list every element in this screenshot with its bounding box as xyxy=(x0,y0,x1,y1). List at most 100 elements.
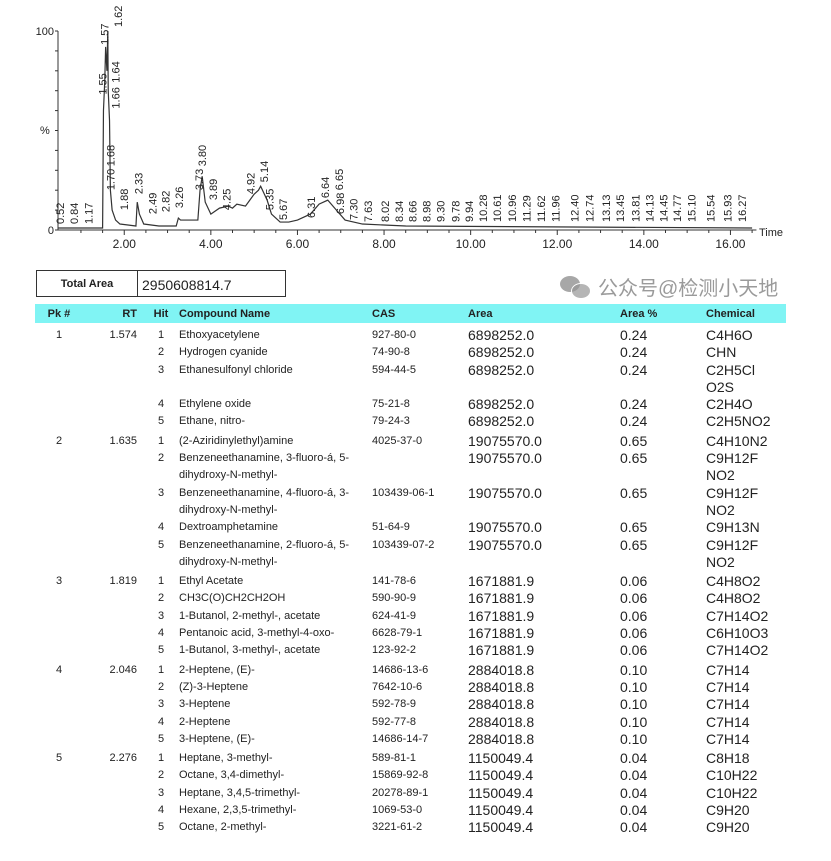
table-row: 4 Hexane, 2,3,5-trimethyl- 1069-53-0 115004… xyxy=(35,802,786,819)
x-tick-label: 12.00 xyxy=(542,237,572,251)
cell-pct: 0.06 xyxy=(620,642,648,659)
cell-area: 2884018.8 xyxy=(468,661,535,678)
x-tick-label: 8.00 xyxy=(372,237,396,251)
table-row: 3 Ethanesulfonyl chloride 594-44-5 6898252.… xyxy=(35,362,786,397)
peak-label: 4.92 xyxy=(246,173,258,194)
cell-formula: C4H6O xyxy=(706,327,753,343)
peak-label: 11.29 xyxy=(522,195,534,222)
cell-cas: 75-21-8 xyxy=(372,398,410,411)
peak-label: 13.81 xyxy=(631,194,643,222)
peak-label: 10.28 xyxy=(478,194,490,222)
peak-label: 11.62 xyxy=(536,195,548,222)
table-row: 5 Octane, 2-methyl- 3221-61-2 1150049.4 0.04… xyxy=(35,819,786,836)
cell-pct: 0.06 xyxy=(620,573,648,590)
cell-formula: C7H14O2 xyxy=(706,642,769,659)
table-row: 4 2.046 1 2-Heptene, (E)- 14686-13-6 2884018.… xyxy=(35,660,786,679)
cell-cas: 589-81-1 xyxy=(372,752,417,765)
cell-hit: 2 xyxy=(157,452,165,465)
cell-area: 1150049.4 xyxy=(468,767,534,784)
cell-pct: 0.24 xyxy=(620,413,648,430)
cell-formula: C2H4O xyxy=(706,396,753,413)
peak-label: 5.35 xyxy=(264,189,276,210)
cell-area: 2884018.8 xyxy=(468,678,535,695)
peak-label: 6.31 xyxy=(306,197,318,218)
cell-name: (2-Aziridinylethyl)amine xyxy=(179,434,294,447)
cell-hit: 5 xyxy=(157,821,165,834)
cell-cas: 4025-37-0 xyxy=(372,434,423,447)
cell-name: Benzeneethanamine, 4-fluoro-á, 3-dihydro… xyxy=(179,486,349,516)
cell-formula: C4H10N2 xyxy=(706,432,768,449)
cell-area: 1671881.9 xyxy=(468,573,535,590)
cell-cas: 74-90-8 xyxy=(372,346,410,359)
cell-cas: 15869-92-8 xyxy=(372,769,429,782)
cell-pk xyxy=(35,819,83,836)
cell-hit: 1 xyxy=(157,434,165,447)
column-header: Hit xyxy=(143,304,179,323)
column-header: Area xyxy=(468,304,620,323)
cell-hit: 4 xyxy=(157,398,165,411)
table-row: 2 CH3C(O)CH2CH2OH 590-90-9 1671881.9 0.06 C4H… xyxy=(35,590,786,607)
table-row: 5 Ethane, nitro- 79-24-3 6898252.0 0.24 C2H5N… xyxy=(35,413,786,430)
peak-label: 15.54 xyxy=(706,194,718,222)
cell-cas: 624-41-9 xyxy=(372,609,417,622)
peak-label: 1.88 xyxy=(119,189,131,210)
watermark: 公众号@检测小天地 xyxy=(560,272,778,301)
y-tick-label: 100 xyxy=(36,26,54,38)
watermark-text: 公众号@检测小天地 xyxy=(598,278,779,300)
cell-formula: C2H5Cl O2S xyxy=(706,361,756,395)
cell-rt xyxy=(83,413,143,430)
cell-rt xyxy=(83,485,143,520)
column-header: CAS xyxy=(372,304,468,323)
peak-label: 13.45 xyxy=(615,194,627,222)
cell-rt xyxy=(83,696,143,713)
peak-label: 14.77 xyxy=(672,194,684,222)
cell-hit: 2 xyxy=(157,592,165,605)
cell-cas xyxy=(372,450,468,485)
cell-name: Hexane, 2,3,5-trimethyl- xyxy=(179,804,297,817)
cell-rt: 2.046 xyxy=(109,663,137,676)
cell-rt xyxy=(83,819,143,836)
cell-name: (Z)-3-Heptene xyxy=(179,680,249,693)
cell-pct: 0.24 xyxy=(620,327,648,343)
cell-name: Pentanoic acid, 3-methyl-4-oxo- xyxy=(179,627,335,640)
peak-table: Pk # RT Hit Compound Name CAS Area Area % Chemi… xyxy=(35,304,786,837)
cell-cas: 590-90-9 xyxy=(372,592,417,605)
peak-label: 2.49 xyxy=(147,193,159,214)
chromatogram: 2.00 4.00 6.00 8.00 10.00 12.00 14.00 16.00 0 100… xyxy=(36,6,783,251)
cell-pk xyxy=(35,362,83,397)
table-row: 4 Pentanoic acid, 3-methyl-4-oxo- 6628-79-… xyxy=(35,625,786,642)
cell-formula: C9H12F NO2 xyxy=(706,450,759,484)
cell-formula: C10H22 xyxy=(706,784,758,801)
peak-label: 16.27 xyxy=(737,194,749,222)
cell-name: Ethylene oxide xyxy=(179,398,252,411)
cell-pct: 0.65 xyxy=(620,484,648,501)
table-row: 1 1.574 1 Ethoxyacetylene 927-80-0 6898252.0 0… xyxy=(35,323,786,344)
peak-label: 1.62 xyxy=(113,6,125,27)
cell-pk: 5 xyxy=(55,752,63,765)
cell-area: 19075570.0 xyxy=(468,484,542,501)
cell-hit: 2 xyxy=(157,769,165,782)
cell-cas: 3221-61-2 xyxy=(372,821,423,834)
cell-formula: C7H14 xyxy=(706,713,750,730)
x-tick-label: 14.00 xyxy=(629,237,659,251)
cell-hit: 3 xyxy=(157,786,165,799)
peak-label: 3.80 xyxy=(197,145,209,166)
cell-name: CH3C(O)CH2CH2OH xyxy=(179,592,286,605)
cell-pct: 0.10 xyxy=(620,713,648,730)
peak-label: 15.10 xyxy=(686,194,698,222)
cell-cas: 20278-89-1 xyxy=(372,786,429,799)
cell-pct: 0.65 xyxy=(620,450,648,467)
cell-hit: 5 xyxy=(157,732,165,745)
cell-name: 2-Heptene, (E)- xyxy=(179,663,255,676)
cell-pct: 0.06 xyxy=(620,607,648,624)
table-row: 3 1.819 1 Ethyl Acetate 141-78-6 1671881.9 0.0… xyxy=(35,571,786,590)
cell-rt xyxy=(83,625,143,642)
peak-label: 5.67 xyxy=(278,199,290,220)
peak-label: 8.02 xyxy=(380,201,392,222)
cell-rt xyxy=(83,344,143,361)
total-area-box: Total Area 2950608814.7 xyxy=(36,270,286,297)
table-row: 5 1-Butanol, 3-methyl-, acetate 123-92-2 16… xyxy=(35,642,786,659)
table-row: 2 Octane, 3,4-dimethyl- 15869-92-8 1150049.… xyxy=(35,767,786,784)
cell-formula: C4H8O2 xyxy=(706,573,761,590)
peak-label: 14.13 xyxy=(644,194,656,222)
